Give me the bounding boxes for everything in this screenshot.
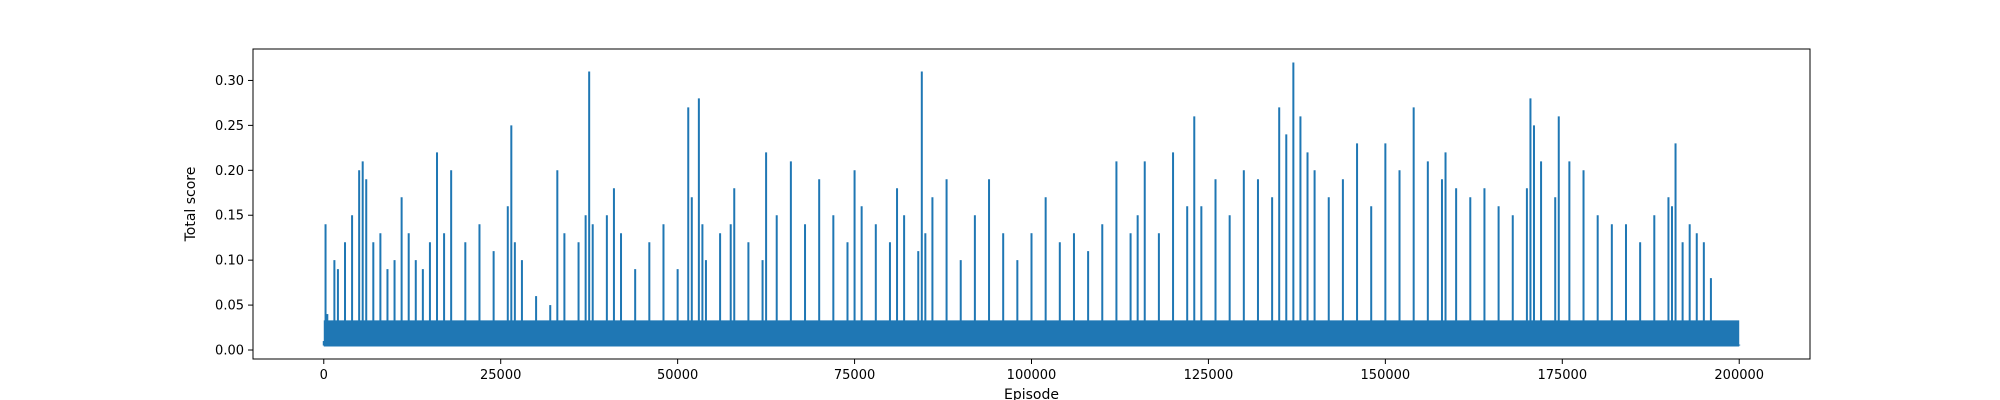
y-axis: 0.00 0.05 0.10 0.15 0.20 0.25 0.30 [215,74,253,359]
x-tick-label: 75000 [834,368,875,383]
x-axis: 0 25000 50000 75000 100000 125000 150000 175000… [320,359,1764,383]
x-tick-label: 150000 [1361,368,1411,383]
x-axis-label: Episode [1004,387,1059,400]
y-tick-label: 0.05 [215,299,244,314]
y-tick-label: 0.15 [215,209,244,224]
data-layer [322,62,1741,347]
y-tick-label: 0.25 [215,119,244,134]
y-axis-label: Total score [183,167,199,243]
x-tick-label: 175000 [1537,368,1587,383]
y-tick-label: 0.00 [215,344,244,359]
y-tick-label: 0.20 [215,164,244,179]
x-tick-label: 125000 [1184,368,1234,383]
x-tick-label: 0 [320,368,328,383]
x-tick-label: 25000 [480,368,521,383]
x-tick-label: 100000 [1007,368,1057,383]
x-tick-label: 200000 [1714,368,1764,383]
x-tick-label: 50000 [657,368,698,383]
series-dense-band [323,320,1740,346]
y-tick-label: 0.10 [215,254,244,269]
y-tick-label: 0.30 [215,74,244,89]
plot-area [252,48,1811,360]
